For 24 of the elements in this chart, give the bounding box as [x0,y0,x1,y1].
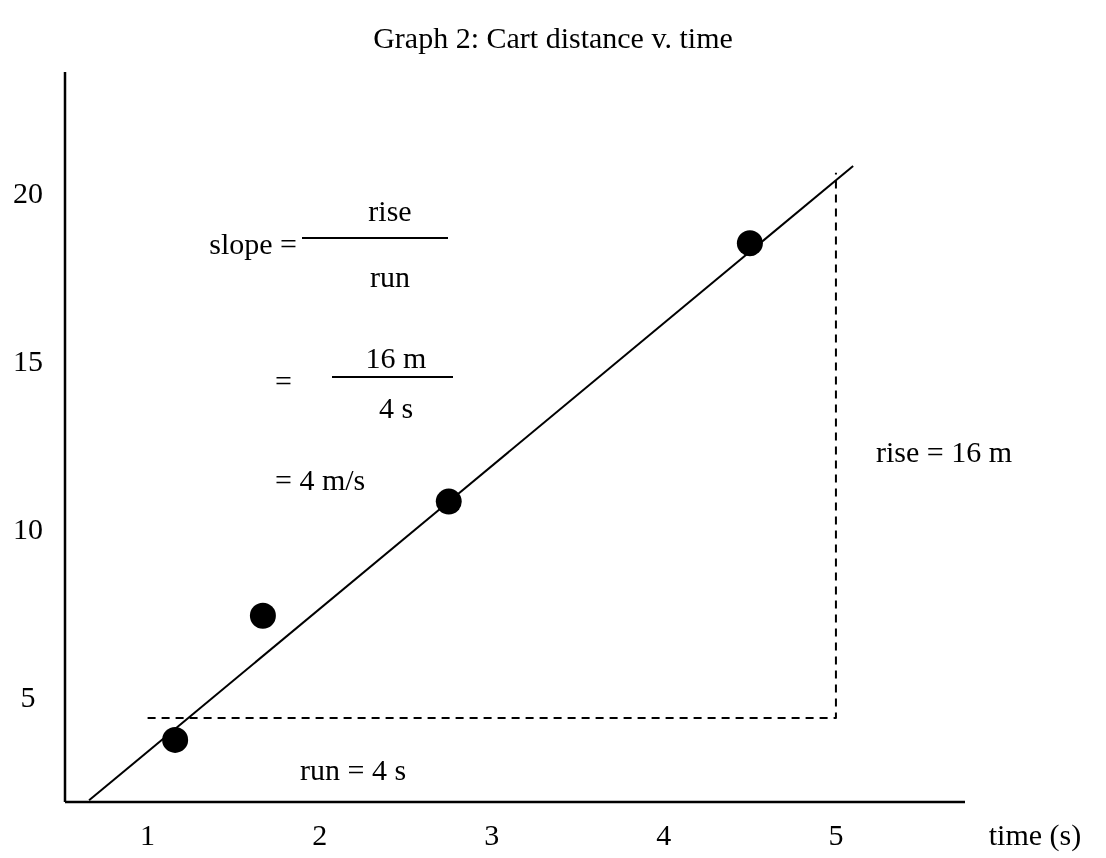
y-tick-label: 20 [13,176,43,210]
point [162,726,189,753]
annotation: run [370,260,410,293]
annotation: 16 m [365,341,427,374]
point [435,488,462,515]
x-tick-label: 2 [312,818,328,851]
x-tick-label: 1 [140,818,156,851]
annotation: = 4 m/s [275,463,366,496]
x-tick-label: 4 [656,818,672,851]
annotation: rise [368,194,412,227]
annotation: run = 4 s [300,753,407,786]
point [736,230,763,257]
annotation: = [275,364,292,397]
x-tick-label: 5 [828,818,844,851]
x-axis-title: time (s) [988,818,1082,852]
x-tick-label: 3 [484,818,500,851]
y-tick-label: 10 [13,511,43,545]
annotation: slope = [209,227,297,260]
point [249,602,276,629]
annotation: 4 s [378,391,414,424]
y-tick-label: 15 [13,344,43,378]
annotation: rise = 16 m [875,434,1013,468]
chart-title: Graph 2: Cart distance v. time [373,21,733,54]
y-tick-label: 5 [20,679,36,713]
